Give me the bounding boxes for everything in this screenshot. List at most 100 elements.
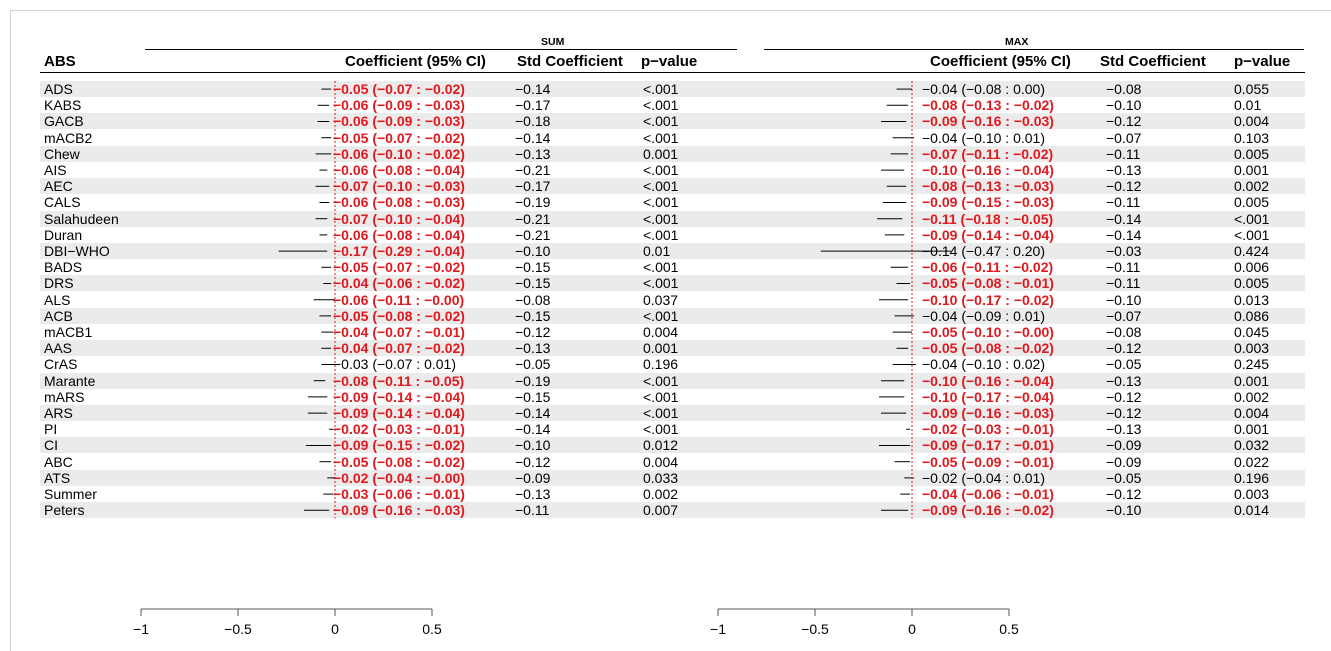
max-p-value-cell: <.001 — [1234, 226, 1270, 243]
figure-frame — [10, 10, 1331, 651]
max-std-coefficient-cell: −0.08 — [1106, 81, 1142, 97]
max-std-coefficient-cell: −0.12 — [1106, 340, 1142, 357]
row-stripe — [40, 469, 1305, 486]
sum-std-coefficient-cell: −0.15 — [515, 307, 551, 324]
max-coefficient-ci-cell: −0.11 (−0.18 : −0.05) — [922, 210, 1054, 227]
max-std-coefficient-cell: −0.03 — [1106, 243, 1142, 259]
max-coefficient-ci-cell: −0.10 (−0.17 : −0.02) — [922, 291, 1054, 308]
row-label: GACB — [44, 113, 84, 130]
row-stripe — [40, 502, 1305, 519]
row-label: AAS — [44, 340, 73, 357]
max-coefficient-ci-cell: −0.02 (−0.03 : −0.01) — [922, 421, 1054, 438]
row-stripe — [40, 145, 1305, 162]
row-label: ATS — [44, 469, 71, 486]
max-std-coefficient-cell: −0.14 — [1106, 210, 1142, 227]
max-coefficient-ci-cell: −0.05 (−0.08 : −0.02) — [922, 340, 1054, 357]
sum-std-coefficient-cell: −0.09 — [515, 469, 551, 486]
sum-p-value-cell: <.001 — [643, 162, 679, 178]
max-std-coefficient-cell: −0.14 — [1106, 226, 1142, 243]
max-p-value-cell: 0.003 — [1234, 486, 1270, 502]
sum-p-value-cell: <.001 — [643, 81, 679, 97]
sum-p-value-cell: <.001 — [643, 210, 679, 227]
max-std-coefficient-cell: −0.05 — [1106, 356, 1142, 373]
sum-axis-tick-label: 0 — [331, 621, 339, 637]
row-label: ABC — [44, 453, 73, 470]
max-std-coefficient-cell: −0.10 — [1106, 97, 1142, 114]
max-std-coefficient-cell: −0.13 — [1106, 421, 1142, 438]
sum-std-coefficient-cell: −0.15 — [515, 388, 551, 405]
max-coefficient-ci-cell: −0.14 (−0.47 : 0.20) — [922, 243, 1045, 259]
row-label: CALS — [44, 194, 81, 211]
max-p-value-cell: 0.005 — [1234, 275, 1270, 292]
sum-p-value-cell: <.001 — [643, 113, 679, 130]
sum-coefficient-ci-cell: −0.09 (−0.16 : −0.03) — [333, 502, 465, 519]
header-sum-coefficient: Coefficient (95% CI) — [345, 53, 486, 70]
sum-p-value-cell: 0.037 — [643, 291, 679, 308]
max-p-value-cell: 0.022 — [1234, 453, 1270, 470]
sum-p-value-cell: <.001 — [643, 178, 679, 195]
sum-coefficient-ci-cell: −0.02 (−0.04 : −0.00) — [333, 469, 465, 486]
row-label: ACB — [44, 307, 73, 324]
sum-p-value-cell: 0.01 — [643, 243, 671, 259]
max-p-value-cell: 0.001 — [1234, 421, 1270, 438]
max-std-coefficient-cell: −0.10 — [1106, 291, 1142, 308]
max-p-value-cell: <.001 — [1234, 210, 1270, 227]
row-stripe — [40, 210, 1305, 227]
row-label: ARS — [44, 405, 73, 421]
max-std-coefficient-cell: −0.05 — [1106, 469, 1142, 486]
sum-coefficient-ci-cell: −0.04 (−0.07 : −0.01) — [333, 324, 465, 340]
max-axis-tick-label: −1 — [710, 621, 726, 637]
sum-std-coefficient-cell: −0.05 — [515, 356, 551, 373]
max-coefficient-ci-cell: −0.05 (−0.10 : −0.00) — [922, 324, 1054, 340]
max-coefficient-ci-cell: −0.10 (−0.16 : −0.04) — [922, 372, 1054, 389]
max-p-value-cell: 0.002 — [1234, 178, 1270, 195]
sum-axis-tick-label: −0.5 — [224, 621, 252, 637]
sum-p-value-cell: <.001 — [643, 307, 679, 324]
row-label: AIS — [44, 162, 67, 178]
header-max-coefficient: Coefficient (95% CI) — [930, 53, 1071, 70]
row-stripe — [40, 437, 1305, 454]
sum-std-coefficient-cell: −0.14 — [515, 129, 551, 146]
sum-p-value-cell: 0.001 — [643, 145, 679, 162]
sum-std-coefficient-cell: −0.10 — [515, 437, 551, 454]
sum-p-value-cell: <.001 — [643, 259, 679, 276]
sum-p-value-cell: <.001 — [643, 226, 679, 243]
row-stripe — [40, 243, 1305, 259]
max-p-value-cell: 0.002 — [1234, 388, 1270, 405]
sum-std-coefficient-cell: −0.13 — [515, 486, 551, 502]
sum-p-value-cell: <.001 — [643, 372, 679, 389]
max-p-value-cell: 0.196 — [1234, 469, 1270, 486]
max-p-value-cell: 0.014 — [1234, 502, 1270, 519]
max-coefficient-ci-cell: −0.02 (−0.04 : 0.01) — [922, 469, 1045, 486]
row-label: DRS — [44, 275, 74, 292]
sum-std-coefficient-cell: −0.12 — [515, 453, 551, 470]
row-stripe — [40, 178, 1305, 195]
sum-std-coefficient-cell: −0.21 — [515, 162, 551, 178]
header-sum-p-value: p−value — [641, 53, 698, 70]
max-axis-tick-label: 0.5 — [999, 621, 1019, 637]
max-coefficient-ci-cell: −0.06 (−0.11 : −0.02) — [922, 259, 1054, 276]
sum-coefficient-ci-cell: −0.05 (−0.08 : −0.02) — [333, 307, 465, 324]
max-coefficient-ci-cell: −0.07 (−0.11 : −0.02) — [922, 145, 1054, 162]
row-stripe — [40, 340, 1305, 357]
row-label: mARS — [44, 388, 85, 405]
max-coefficient-ci-cell: −0.08 (−0.13 : −0.02) — [922, 97, 1054, 114]
sum-p-value-cell: 0.007 — [643, 502, 679, 519]
max-coefficient-ci-cell: −0.09 (−0.17 : −0.01) — [922, 437, 1054, 454]
max-std-coefficient-cell: −0.09 — [1106, 437, 1142, 454]
sum-std-coefficient-cell: −0.13 — [515, 145, 551, 162]
row-label: ALS — [44, 291, 71, 308]
max-coefficient-ci-cell: −0.04 (−0.10 : 0.01) — [922, 129, 1045, 146]
max-coefficient-ci-cell: −0.04 (−0.09 : 0.01) — [922, 307, 1045, 324]
sum-coefficient-ci-cell: −0.02 (−0.03 : −0.01) — [333, 421, 465, 438]
sum-std-coefficient-cell: −0.14 — [515, 405, 551, 421]
max-std-coefficient-cell: −0.11 — [1106, 275, 1141, 292]
group-rule-sum — [145, 49, 737, 50]
max-coefficient-ci-cell: −0.10 (−0.17 : −0.04) — [922, 388, 1054, 405]
sum-coefficient-ci-cell: −0.05 (−0.08 : −0.02) — [333, 453, 465, 470]
row-label: mACB2 — [44, 129, 93, 146]
row-label: KABS — [44, 97, 82, 114]
sum-p-value-cell: <.001 — [643, 388, 679, 405]
sum-std-coefficient-cell: −0.13 — [515, 340, 551, 357]
